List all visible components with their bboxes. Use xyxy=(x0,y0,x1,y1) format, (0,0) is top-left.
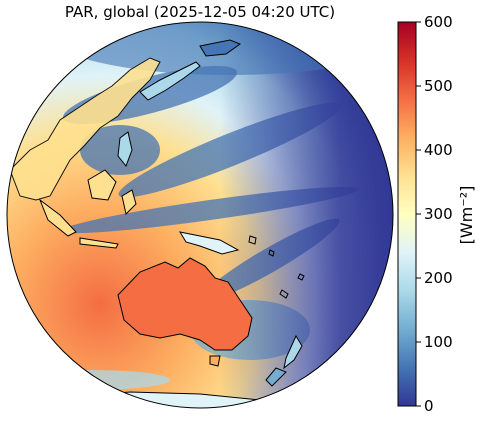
colorbar-ticks: 0 100 200 300 400 500 600 xyxy=(416,13,453,415)
colorbar-gradient xyxy=(397,21,417,407)
colorbar-tick-label: 400 xyxy=(424,141,453,159)
java-outline xyxy=(79,237,119,249)
colorbar-tick-label: 100 xyxy=(424,333,453,351)
pacific-island-outline xyxy=(279,289,289,299)
japan-outline xyxy=(139,61,201,101)
new-zealand-outline xyxy=(283,334,303,370)
colorbar-tick-label: 300 xyxy=(424,205,453,223)
colorbar-tick-label: 0 xyxy=(424,397,434,415)
colorbar-tick-label: 500 xyxy=(424,77,453,95)
pacific-island-outline xyxy=(297,273,305,281)
tasmania-outline xyxy=(209,355,221,367)
sumatra-outline xyxy=(38,198,77,237)
kamchatka-outline xyxy=(199,39,242,57)
chart-title: PAR, global (2025-12-05 04:20 UTC) xyxy=(64,3,336,21)
pacific-island-outline xyxy=(248,235,257,245)
colorbar-tick-label: 200 xyxy=(424,269,453,287)
pacific-island-outline xyxy=(268,249,275,257)
colorbar-tick-label: 600 xyxy=(424,13,453,31)
new-zealand-south-outline xyxy=(265,367,287,387)
colorbar-unit-label: [Wm⁻²] xyxy=(457,186,476,245)
asia-coastline xyxy=(9,57,161,201)
borneo-outline xyxy=(87,169,117,201)
sulawesi-outline xyxy=(121,189,137,215)
globe-outline xyxy=(6,21,394,409)
globe-map xyxy=(6,21,394,409)
new-guinea-outline xyxy=(178,231,240,255)
australia-landmass xyxy=(117,257,253,351)
philippines-outline xyxy=(117,131,133,167)
